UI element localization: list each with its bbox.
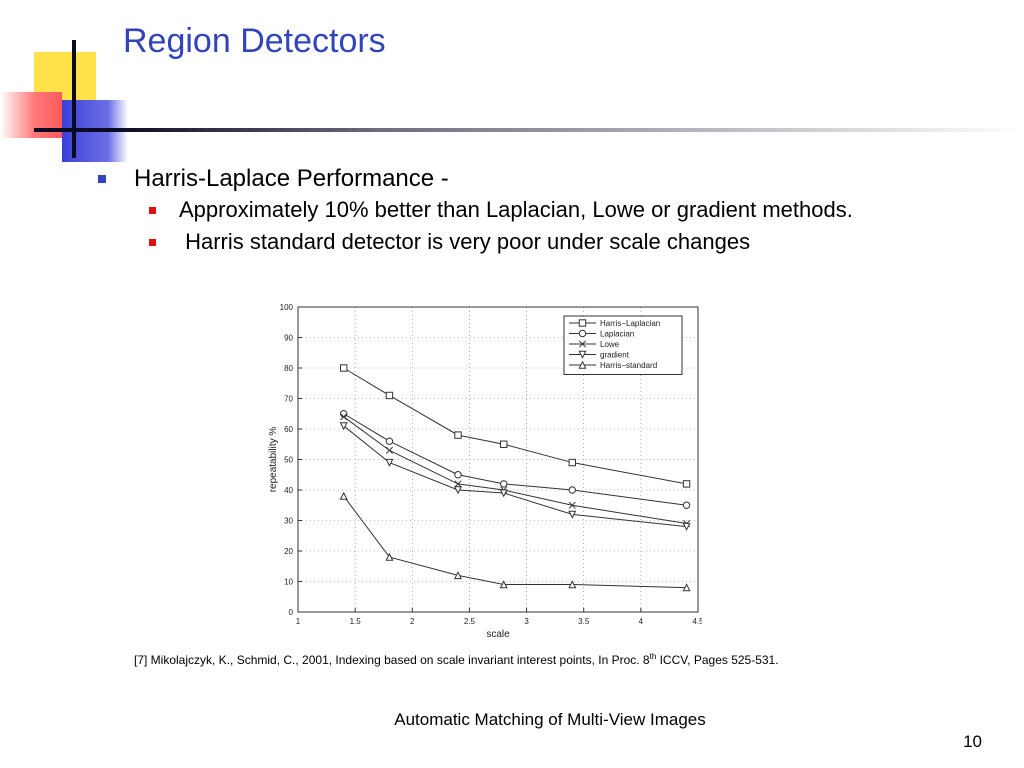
- x-tick-label: 2.5: [464, 617, 476, 626]
- legend-label: Laplacian: [600, 330, 634, 339]
- y-tick-label: 10: [284, 578, 293, 587]
- data-point-series-0: [454, 431, 462, 439]
- page-number: 10: [963, 732, 982, 751]
- y-axis-label: repeatability %: [268, 427, 279, 493]
- data-point-series-3: [682, 522, 691, 531]
- data-point-series-1: [682, 501, 691, 509]
- bullet-text: Harris-Laplace Performance -: [134, 165, 449, 192]
- series-line-3: [343, 425, 687, 528]
- sub-bullet-square-icon: [149, 207, 156, 214]
- y-tick-label: 0: [289, 608, 294, 617]
- citation-text: [7] Mikolajczyk, K., Schmid, C., 2001, I…: [134, 653, 650, 667]
- data-point-series-3: [453, 486, 463, 495]
- data-point-series-0: [500, 440, 508, 448]
- legend-marker: [578, 360, 587, 369]
- slide-title: Region Detectors: [123, 22, 386, 60]
- data-point-series-2: [385, 446, 393, 454]
- y-tick-label: 50: [284, 456, 293, 465]
- legend-marker: [578, 329, 587, 338]
- x-tick-label: 4.5: [692, 617, 702, 626]
- series-line-4: [343, 495, 687, 589]
- legend-marker: [578, 350, 587, 359]
- data-point-series-3: [499, 489, 508, 498]
- bullet-list: Harris-Laplace Performance - Approximate…: [96, 164, 976, 262]
- series-line-2: [343, 416, 687, 525]
- data-point-series-0: [340, 364, 348, 372]
- legend-label: gradient: [600, 351, 630, 360]
- bullet-square-icon: [98, 175, 106, 183]
- citation-superscript: th: [649, 652, 657, 661]
- data-point-series-4: [339, 491, 348, 500]
- repeatability-chart: 0 10 20 30 40 50 60 70 80 90 100 1 1.5 2 2.5 3 3.5 4 4.5 sc…: [262, 296, 704, 642]
- data-point-series-3: [385, 458, 394, 467]
- x-tick-label: 1.5: [350, 617, 362, 626]
- citation: [7] Mikolajczyk, K., Schmid, C., 2001, I…: [134, 652, 779, 667]
- y-tick-label: 90: [284, 334, 293, 343]
- y-tick-label: 60: [284, 425, 293, 434]
- data-point-series-2: [568, 501, 576, 509]
- x-tick-label: 1: [296, 617, 301, 626]
- data-point-series-4: [682, 583, 691, 592]
- series-line-0: [343, 367, 687, 485]
- y-tick-label: 20: [284, 547, 293, 556]
- footer-title: Automatic Matching of Multi-View Images: [394, 710, 706, 729]
- legend-marker: [578, 319, 587, 327]
- legend-label: Lowe: [600, 340, 620, 349]
- data-point-series-2: [340, 413, 348, 421]
- legend-label: Harris−standard: [600, 361, 657, 370]
- legend-label: Harris−Laplacian: [600, 319, 660, 328]
- data-point-series-3: [568, 510, 577, 519]
- data-point-series-4: [568, 580, 577, 589]
- y-tick-label: 100: [280, 303, 294, 312]
- y-tick-label: 30: [284, 517, 293, 526]
- data-point-series-0: [682, 480, 691, 488]
- data-point-series-1: [340, 410, 348, 418]
- x-tick-label: 4: [639, 617, 644, 626]
- citation-text-end: ICCV, Pages 525-531.: [656, 653, 779, 667]
- y-tick-label: 70: [284, 395, 293, 404]
- series-line-1: [343, 413, 687, 506]
- sub-bullet-text: Harris standard detector is very poor un…: [179, 229, 751, 254]
- bullet-item: Harris-Laplace Performance -: [96, 164, 976, 194]
- data-point-series-4: [453, 571, 463, 580]
- chart-svg: 0 10 20 30 40 50 60 70 80 90 100 1 1.5 2 2.5 3 3.5 4 4.5 sc…: [268, 303, 704, 640]
- x-tick-label: 2: [410, 617, 415, 626]
- legend-marker: [578, 340, 587, 348]
- data-point-series-1: [500, 480, 508, 488]
- data-point-series-4: [385, 552, 394, 561]
- x-tick-label: 3.5: [578, 617, 590, 626]
- sub-bullet-item: Approximately 10% better than Laplacian,…: [96, 198, 879, 222]
- sub-bullet-item: Harris standard detector is very poor un…: [96, 230, 879, 254]
- y-tick-label: 40: [284, 486, 293, 495]
- data-point-series-1: [385, 437, 394, 445]
- data-point-series-3: [339, 422, 348, 431]
- y-tick-label: 80: [284, 364, 293, 373]
- data-point-series-4: [499, 580, 508, 589]
- data-point-series-2: [454, 480, 462, 488]
- sub-bullet-text: Approximately 10% better than Laplacian,…: [179, 197, 853, 222]
- sub-bullet-square-icon: [149, 239, 156, 246]
- title-underline: [34, 128, 1024, 132]
- data-point-series-0: [568, 458, 576, 467]
- x-tick-label: 3: [524, 617, 529, 626]
- data-point-series-0: [385, 391, 394, 400]
- decor-vertical-line: [72, 40, 76, 158]
- x-axis-label: scale: [486, 629, 510, 640]
- data-point-series-1: [454, 471, 462, 479]
- data-point-series-1: [568, 486, 576, 494]
